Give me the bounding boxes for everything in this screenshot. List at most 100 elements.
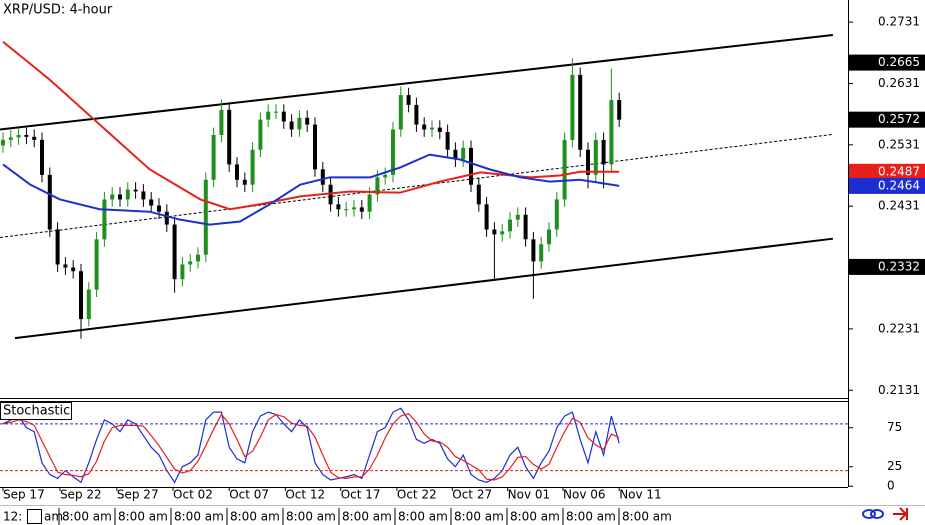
time-strip-label: am — [44, 510, 63, 524]
candle-body — [281, 111, 286, 122]
time-strip-label: 8:00 am — [398, 510, 448, 524]
candle-body — [250, 149, 255, 185]
channel-line — [14, 237, 834, 340]
indicator-title-box — [0, 402, 72, 420]
candle-body — [40, 139, 44, 175]
candle-body — [274, 111, 278, 113]
candle-body — [141, 191, 146, 200]
time-strip-label: 8:00 am — [230, 510, 280, 524]
candle-body — [313, 124, 317, 170]
y-tick-label: 0.2631 — [878, 76, 920, 90]
price-label: 0.2332 — [878, 259, 920, 273]
candle-body — [305, 117, 310, 125]
y-tick-label: 0.2231 — [878, 321, 920, 335]
candle-body — [47, 174, 52, 230]
price-label-box — [849, 54, 925, 71]
price-label-box — [849, 177, 925, 194]
time-strip-label: 8:00 am — [510, 510, 560, 524]
scroll-arrow[interactable] — [893, 507, 908, 521]
candle-body — [414, 104, 419, 125]
candle-body — [539, 244, 544, 262]
candle-body — [289, 121, 294, 130]
candle-body — [461, 147, 466, 160]
candle-body — [554, 199, 559, 230]
stochastic-line — [2, 407, 620, 484]
price-label: 0.2487 — [878, 164, 920, 178]
candle-body — [24, 134, 29, 137]
x-tick-label: Oct 17 — [341, 488, 381, 502]
indicator-title: Stochastic — [3, 404, 70, 419]
price-label-box — [849, 163, 925, 180]
candle-body — [266, 111, 271, 120]
candle-body — [492, 229, 497, 235]
scroll-box[interactable] — [27, 509, 42, 524]
candle-body — [570, 74, 575, 140]
x-tick-label: Oct 02 — [173, 488, 213, 502]
time-strip-label: 8:00 am — [622, 510, 672, 524]
indicator-y-tick-label: 0 — [887, 479, 895, 493]
price-label-box — [849, 258, 925, 275]
candle-body — [601, 139, 606, 165]
plot-area — [0, 33, 834, 484]
x-tick-label: Oct 27 — [452, 488, 492, 502]
candle-body — [102, 199, 107, 240]
candle-body — [523, 214, 528, 240]
candle-body — [352, 207, 356, 210]
price-label: 0.2572 — [878, 112, 920, 126]
candle-body — [367, 194, 372, 212]
time-strip-label: 12: — [3, 510, 22, 524]
candle-body — [164, 211, 169, 225]
candle-body — [8, 137, 13, 140]
x-tick-label: Sep 17 — [3, 488, 45, 502]
candle-body — [391, 129, 395, 175]
candle-body — [422, 124, 427, 130]
candle-body — [149, 199, 154, 206]
candle-body — [328, 184, 333, 205]
candle-body — [71, 267, 76, 272]
candle-body — [430, 127, 434, 130]
time-strip-label: 8:00 am — [454, 510, 504, 524]
candle-body — [336, 204, 341, 210]
candle-body — [211, 134, 216, 180]
candle-body — [258, 119, 263, 150]
candle-body — [242, 179, 247, 185]
candle-body — [469, 147, 473, 185]
candle-body — [453, 149, 458, 160]
candle-body — [593, 139, 598, 175]
candle-body — [125, 189, 130, 200]
candle-body — [55, 229, 60, 265]
time-strip-label: 8:00 am — [566, 510, 616, 524]
indicator-y-tick-label: 75 — [887, 420, 902, 434]
candle-body — [118, 194, 122, 200]
link-icon-ring — [862, 509, 876, 519]
x-tick-label: Oct 12 — [285, 488, 325, 502]
link-icon-ring — [870, 509, 884, 519]
candle-body — [297, 117, 302, 130]
moving-average — [2, 153, 620, 226]
x-tick-label: Nov 01 — [508, 488, 551, 502]
y-tick-label: 0.2731 — [878, 15, 920, 29]
candle-body — [476, 184, 481, 205]
candle-body — [508, 219, 512, 232]
candle-body — [586, 149, 590, 175]
candle-body — [16, 134, 21, 138]
candle-body — [157, 205, 161, 212]
candle-body — [196, 254, 200, 262]
candle-body — [344, 209, 349, 211]
candle-body — [515, 214, 520, 220]
candle-body — [94, 239, 99, 290]
candle-body — [445, 131, 450, 150]
time-strip-label: 8:00 am — [342, 510, 392, 524]
moving-average — [2, 40, 620, 211]
candle-body — [406, 95, 411, 105]
y-tick-label: 0.2531 — [878, 137, 920, 151]
y-tick-label: 0.2131 — [878, 383, 920, 397]
x-tick-label: Nov 06 — [563, 488, 606, 502]
link-icon[interactable] — [862, 509, 884, 519]
x-tick-label: Nov 11 — [619, 488, 662, 502]
candle-body — [359, 207, 364, 212]
x-tick-label: Sep 27 — [117, 488, 159, 502]
candle-body — [180, 264, 185, 280]
